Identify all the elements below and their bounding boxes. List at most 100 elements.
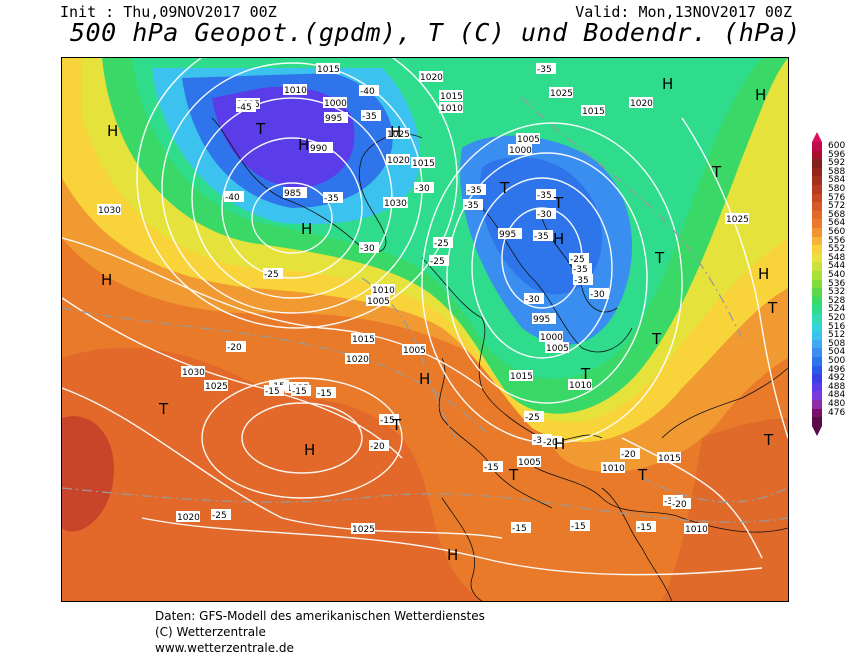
- temperature-label: -45: [236, 101, 256, 113]
- low-pressure-marker: T: [763, 431, 774, 449]
- svg-text:-20: -20: [543, 438, 558, 448]
- temperature-label: -35: [573, 274, 593, 286]
- temperature-label: -40: [224, 191, 244, 203]
- legend-swatch: [812, 314, 822, 323]
- svg-text:990: 990: [310, 144, 327, 154]
- high-pressure-marker: H: [304, 441, 315, 459]
- legend-swatch: [812, 253, 822, 263]
- legend-row: 492: [812, 373, 850, 383]
- legend-row: 516: [812, 322, 850, 332]
- legend-label: 476: [828, 407, 846, 418]
- pressure-label: 1025: [351, 523, 375, 535]
- field-dark-se: [662, 418, 788, 601]
- svg-text:-20: -20: [370, 442, 385, 452]
- low-pressure-marker: T: [255, 120, 266, 138]
- legend-row: 580: [812, 184, 850, 194]
- pressure-label: 1025: [386, 128, 410, 140]
- pressure-label: 1015: [316, 63, 340, 75]
- legend-swatch: [812, 167, 822, 177]
- svg-text:1005: 1005: [546, 344, 569, 354]
- pressure-label: 995: [532, 313, 556, 325]
- legend-row: 548: [812, 253, 850, 263]
- svg-text:-45: -45: [237, 103, 252, 113]
- svg-text:1000: 1000: [540, 333, 563, 343]
- pressure-label: 1010: [568, 379, 592, 391]
- svg-text:1020: 1020: [177, 513, 200, 523]
- svg-text:-15: -15: [637, 523, 652, 533]
- svg-text:-35: -35: [534, 232, 549, 242]
- svg-text:-20: -20: [672, 500, 687, 510]
- legend-swatch: [812, 400, 822, 409]
- legend-label: 544: [828, 261, 846, 272]
- temperature-label: -20: [369, 440, 389, 452]
- pressure-label: 1030: [383, 197, 407, 209]
- svg-text:1030: 1030: [98, 206, 121, 216]
- legend-label: 536: [828, 278, 846, 289]
- svg-text:-25: -25: [212, 511, 227, 521]
- legend-row: 488: [812, 382, 850, 392]
- pressure-label: 1015: [509, 370, 533, 382]
- temperature-label: -15: [483, 461, 503, 473]
- pressure-label: 1030: [181, 366, 205, 378]
- legend-label: 520: [828, 313, 846, 323]
- legend-swatch: [812, 176, 822, 185]
- legend-row: 520: [812, 313, 850, 323]
- svg-text:-35: -35: [324, 194, 339, 204]
- isotherms: [62, 97, 788, 523]
- legend-swatch: [812, 408, 822, 418]
- pressure-label: 1010: [283, 84, 307, 96]
- legend-swatch: [812, 296, 822, 306]
- svg-text:1025: 1025: [550, 89, 573, 99]
- temperature-label: -35: [361, 110, 381, 122]
- legend-row: 508: [812, 339, 850, 349]
- legend-label: 568: [828, 209, 846, 220]
- legend-swatch: [812, 357, 822, 366]
- high-pressure-marker: H: [554, 435, 565, 453]
- low-pressure-marker: T: [508, 466, 519, 484]
- legend-row: 544: [812, 261, 850, 272]
- pressure-label: 1025: [549, 87, 573, 99]
- legend-swatch: [812, 193, 822, 203]
- legend-label: 552: [828, 244, 846, 255]
- svg-text:1015: 1015: [412, 159, 435, 169]
- map-title: 500 hPa Geopot.(gpdm), T (C) und Bodendr…: [70, 18, 801, 47]
- low-pressure-marker: T: [651, 330, 662, 348]
- legend-label: 596: [828, 149, 846, 160]
- field-purple-west: [212, 86, 355, 188]
- legend-row: 572: [812, 201, 850, 211]
- high-pressure-marker: H: [755, 86, 766, 104]
- legend-swatch: [812, 322, 822, 332]
- svg-text:-25: -25: [264, 270, 279, 280]
- pressure-label: 1015: [439, 90, 463, 102]
- svg-text:-25: -25: [430, 257, 445, 267]
- svg-text:1020: 1020: [420, 73, 443, 83]
- legend-swatch: [812, 305, 822, 314]
- legend-swatch: [812, 288, 822, 297]
- legend-row: 480: [812, 399, 850, 409]
- legend-row: 560: [812, 227, 850, 237]
- temperature-label: -35: [536, 189, 556, 201]
- legend-label: 504: [828, 347, 846, 358]
- legend-row: 476: [812, 407, 850, 418]
- legend-label: 564: [828, 218, 846, 229]
- temperature-label: -25: [429, 255, 449, 267]
- pressure-label: 1005: [366, 295, 390, 307]
- pressure-labels: 1015102010101005100099599098510151010102…: [97, 63, 749, 535]
- temperature-labels: -35-45-40-35-40 -35-30 -35-35-30 -25-35-30-…: [211, 63, 691, 534]
- svg-text:-15: -15: [317, 389, 332, 399]
- svg-text:-35: -35: [573, 265, 588, 275]
- footer: Daten: GFS-Modell des amerikanischen Wet…: [155, 608, 485, 656]
- legend-swatch: [812, 279, 822, 289]
- legend-row: 512: [812, 330, 850, 340]
- svg-text:1005: 1005: [518, 458, 541, 468]
- weather-map: 1015102010101005100099599098510151010102…: [61, 57, 789, 602]
- legend-row: 500: [812, 356, 850, 366]
- legend-label: 600: [828, 141, 846, 151]
- svg-text:1010: 1010: [284, 86, 307, 96]
- svg-text:1000: 1000: [509, 146, 532, 156]
- svg-text:-30: -30: [537, 210, 552, 220]
- pressure-label: 1005: [545, 342, 569, 354]
- svg-text:-30: -30: [533, 436, 548, 446]
- high-pressure-marker: H: [553, 230, 564, 248]
- legend-label: 580: [828, 184, 846, 194]
